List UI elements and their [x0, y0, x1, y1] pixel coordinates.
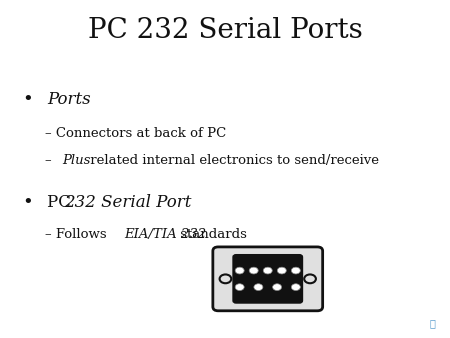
- Circle shape: [291, 267, 300, 274]
- Text: – Follows: – Follows: [45, 228, 115, 241]
- Circle shape: [277, 267, 286, 274]
- Text: •: •: [22, 194, 33, 212]
- Text: •: •: [22, 91, 33, 109]
- Text: 232 Serial Port: 232 Serial Port: [64, 194, 192, 211]
- Circle shape: [235, 267, 244, 274]
- Text: related internal electronics to send/receive: related internal electronics to send/rec…: [86, 154, 378, 167]
- Text: –: –: [45, 154, 56, 167]
- Circle shape: [273, 284, 282, 291]
- Circle shape: [254, 284, 263, 291]
- Circle shape: [263, 267, 272, 274]
- Text: 🔈: 🔈: [429, 318, 435, 328]
- Text: – Connectors at back of PC: – Connectors at back of PC: [45, 127, 226, 140]
- FancyBboxPatch shape: [213, 247, 323, 311]
- Text: standards: standards: [176, 228, 247, 241]
- Text: Ports: Ports: [47, 91, 91, 108]
- Circle shape: [235, 284, 244, 291]
- Text: EIA/TIA 232: EIA/TIA 232: [124, 228, 206, 241]
- Text: PC: PC: [47, 194, 76, 211]
- Text: PC 232 Serial Ports: PC 232 Serial Ports: [88, 17, 362, 44]
- FancyBboxPatch shape: [234, 255, 302, 303]
- Circle shape: [220, 274, 231, 283]
- Circle shape: [291, 284, 300, 291]
- Text: Plus: Plus: [62, 154, 90, 167]
- Circle shape: [304, 274, 316, 283]
- Circle shape: [249, 267, 258, 274]
